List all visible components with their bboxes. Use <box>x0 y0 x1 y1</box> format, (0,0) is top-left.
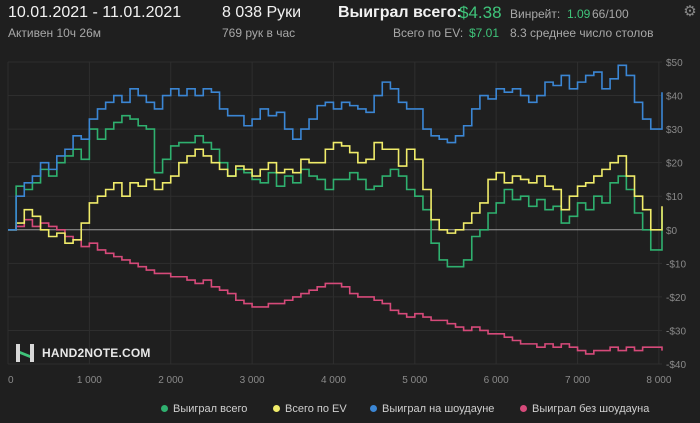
won-total-value: $4.38 <box>459 3 502 22</box>
y-tick-label: $50 <box>666 58 683 69</box>
legend-dot <box>370 404 377 412</box>
y-tick-label: $30 <box>666 125 683 136</box>
summary-header: 10.01.2021 - 11.01.2021 Активен 10ч 26м … <box>0 0 700 56</box>
ev-total-value: $7.01 <box>469 26 500 40</box>
y-tick-label: $40 <box>666 92 683 103</box>
y-tick-label: $20 <box>666 159 683 170</box>
y-tick-label: -$40 <box>666 360 686 371</box>
x-tick-label: 1 000 <box>77 375 102 386</box>
logo-text: HAND2NOTE.COM <box>42 346 151 360</box>
chart-legend: Выиграл всего Всего по EV Выиграл на шоу… <box>0 399 700 419</box>
won-total-label: Выиграл всего: <box>338 4 462 21</box>
legend-item-ev-total[interactable]: Всего по EV <box>273 403 347 415</box>
gear-icon[interactable]: ⚙ <box>683 3 697 20</box>
series-line <box>8 64 663 231</box>
winrate-value: 1.09 <box>567 7 591 21</box>
legend-label: Всего по EV <box>285 403 347 415</box>
y-tick-label: $10 <box>666 192 683 203</box>
y-tick-label: -$30 <box>666 326 686 337</box>
hands-count: 8 038 Руки <box>222 4 302 21</box>
ev-total-label: Всего по EV: <box>393 26 464 40</box>
y-tick-label: -$20 <box>666 293 686 304</box>
legend-dot <box>161 404 168 412</box>
x-tick-label: 2 000 <box>158 375 183 386</box>
legend-item-won-total[interactable]: Выиграл всего <box>161 403 247 415</box>
y-tick-label: $0 <box>666 226 678 237</box>
winrate-label: Винрейт: <box>510 7 561 21</box>
date-range: 10.01.2021 - 11.01.2021 <box>8 4 182 21</box>
x-tick-label: 5 000 <box>402 375 427 386</box>
legend-item-non-showdown[interactable]: Выиграл без шоудауна <box>520 403 649 415</box>
series-line <box>8 141 663 244</box>
series-line <box>8 218 663 355</box>
x-tick-label: 8 000 <box>646 375 671 386</box>
avg-tables: 8.3 среднее число столов <box>510 26 654 40</box>
legend-label: Выиграл всего <box>173 403 248 415</box>
y-tick-label: -$10 <box>666 259 686 270</box>
logo-icon <box>16 344 34 362</box>
x-tick-label: 3 000 <box>240 375 265 386</box>
x-tick-label: 0 <box>8 375 14 386</box>
legend-label: Выиграл на шоудауне <box>382 403 495 415</box>
x-tick-label: 7 000 <box>565 375 590 386</box>
legend-item-showdown[interactable]: Выиграл на шоудауне <box>370 403 494 415</box>
active-time: Активен 10ч 26м <box>8 26 101 40</box>
winrate-unit: 66/100 <box>592 7 629 21</box>
legend-dot <box>520 404 527 412</box>
legend-label: Выиграл без шоудауна <box>532 403 650 415</box>
profit-chart: $50 $40 $30 $20 $10 $0 -$10 -$20 -$30 -$40 0 1 000 2… <box>7 58 686 386</box>
x-tick-label: 6 000 <box>484 375 509 386</box>
hands-per-hour: 769 рук в час <box>222 26 296 40</box>
legend-dot <box>273 404 280 412</box>
x-tick-label: 4 000 <box>321 375 346 386</box>
series-line <box>8 114 663 268</box>
